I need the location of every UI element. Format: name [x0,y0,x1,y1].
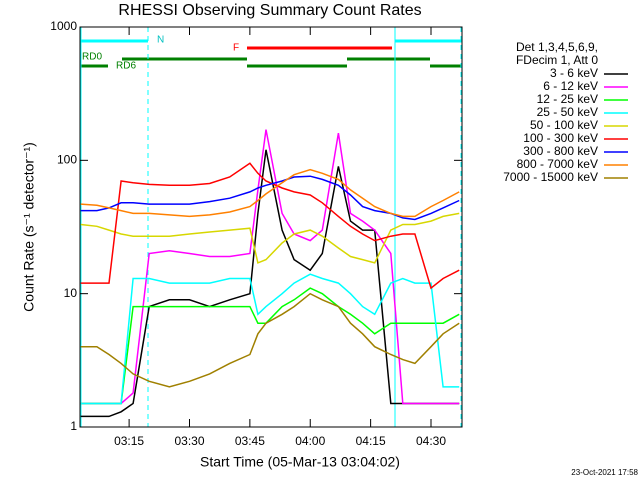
legend-label: 3 - 6 keV [550,66,598,80]
series-line [80,273,460,405]
legend-label: 300 - 800 keV [523,144,598,158]
x-tick-label: 04:30 [416,434,446,448]
y-tick-label: 1 [70,419,77,433]
legend-label: 100 - 300 keV [523,131,598,145]
x-tick-label: 03:15 [114,434,144,448]
plot-frame [79,26,463,428]
plot-area [80,129,460,418]
legend-title: Det 1,3,4,5,6,9, [516,40,598,54]
series-line [80,168,460,218]
series-line [80,175,460,221]
legend-label: 12 - 25 keV [537,92,598,106]
legend-title: FDecim 1, Att 0 [516,53,598,67]
series-line [80,287,460,405]
footer: 23-Oct-2021 17:58 [571,468,638,477]
x-tick-label: 04:15 [356,434,386,448]
annotation: F [233,43,239,54]
annotation: N [157,35,164,46]
legend-label: 50 - 100 keV [530,118,598,132]
series-line [80,149,460,418]
y-axis-label: Count Rate (s⁻¹ detector⁻¹) [21,142,37,312]
legend-label: 25 - 50 keV [537,105,598,119]
annotation: RD6 [116,61,136,72]
legend-label: 6 - 12 keV [543,79,598,93]
x-tick-label: 03:30 [174,434,204,448]
series-line [80,212,460,264]
y-tick-label: 1000 [50,19,77,33]
y-tick-label: 10 [64,286,78,300]
chart-title: RHESSI Observing Summary Count Rates [118,2,421,19]
x-tick-label: 04:00 [295,434,325,448]
legend-label: 800 - 7000 keV [517,157,598,171]
x-tick-label: 03:45 [235,434,265,448]
annotation: RD0 [82,52,102,63]
series-line [80,129,460,405]
x-axis-label: Start Time (05-Mar-13 03:04:02) [200,454,400,470]
y-tick-label: 100 [57,153,77,167]
series-line [80,162,460,290]
legend-label: 7000 - 15000 keV [503,170,598,184]
attenuator-bars [80,27,462,427]
series-line [80,292,460,388]
